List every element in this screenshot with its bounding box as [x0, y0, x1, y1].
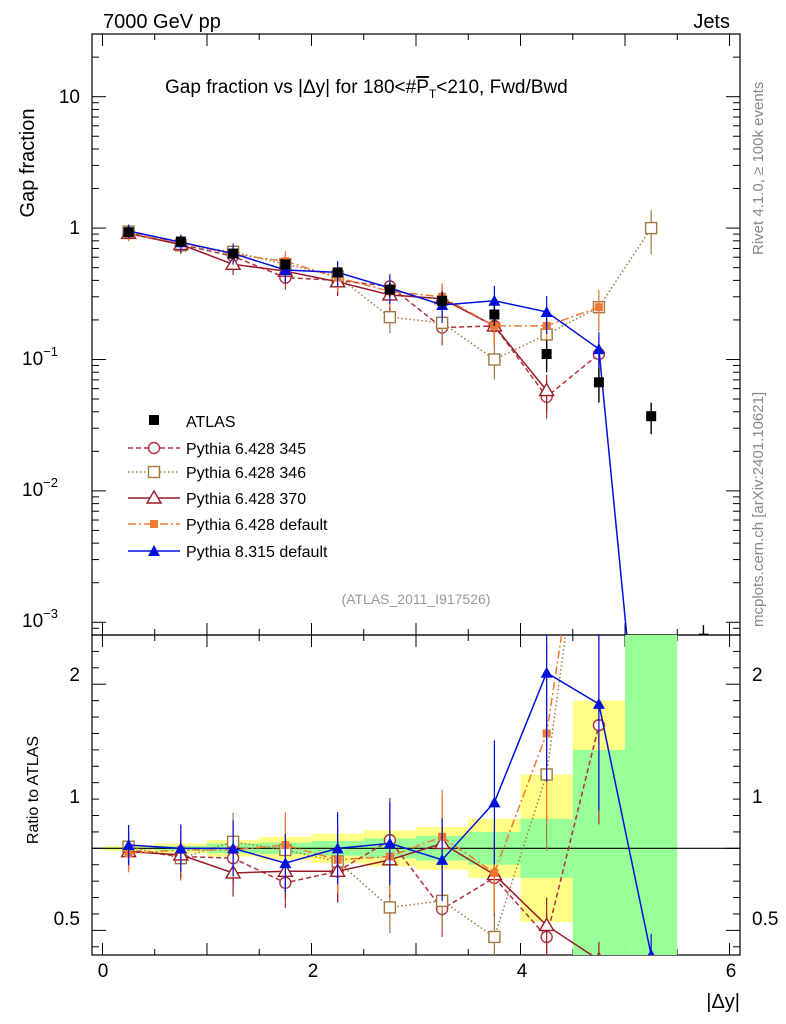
ytick-label-1: 1 — [69, 218, 80, 239]
legend-label-p370: Pythia 6.428 370 — [186, 491, 306, 508]
atlas-point — [332, 267, 343, 278]
legend-label-p346: Pythia 6.428 346 — [186, 465, 306, 482]
series-4-point — [279, 263, 292, 275]
x-axis-label: |Δy| — [706, 991, 740, 1013]
legend-marker-p370 — [145, 489, 163, 504]
xtick-label-6: 6 — [726, 961, 737, 982]
legend-marker-p345 — [147, 441, 161, 455]
series-3-point — [594, 303, 603, 312]
atlas-point — [228, 248, 239, 259]
atlas-point — [280, 259, 291, 270]
xtick-label-4: 4 — [517, 961, 528, 982]
ratio-uncertainty-band — [92, 635, 740, 955]
main-plot-marks — [120, 210, 709, 635]
legend-label-p8def: Pythia 8.315 default — [186, 544, 328, 561]
band-green — [625, 635, 678, 955]
plot-title: Gap fraction vs |Δy| for 180<#PT<210, Fw… — [165, 77, 568, 101]
atlas-point — [175, 236, 186, 247]
atlas-point — [384, 284, 395, 295]
series-4-ratio-point — [647, 949, 655, 955]
energy-label: 7000 GeV pp — [103, 11, 221, 33]
series-4-point — [540, 305, 553, 317]
legend-label-p345: Pythia 6.428 345 — [186, 441, 306, 458]
mcplots-citation-label: mcplots.cern.ch [arXiv:2401.10621] — [750, 392, 767, 627]
series-4-ratio-point — [174, 842, 187, 854]
series-4-ratio-point — [383, 837, 396, 849]
series-3-ratio-point — [490, 868, 499, 877]
series-4-ratio-point — [227, 842, 240, 854]
axis-ticks — [92, 33, 740, 955]
legend: ATLAS Pythia 6.428 345 Pythia 6.428 346 … — [128, 414, 328, 561]
series-0-line — [128, 232, 600, 398]
series-2-line — [128, 232, 548, 392]
series-2-ratio-line — [128, 842, 593, 955]
series-4-ratio-point — [279, 857, 292, 869]
atlas-point — [593, 377, 604, 388]
series-4-point — [592, 343, 605, 355]
ratio-plot-marks — [120, 635, 655, 955]
series-4-ratio-point — [592, 697, 605, 709]
ytick-label-10: 10 — [59, 87, 80, 108]
analysis-tag: (ATLAS_2011_I917526) — [342, 591, 491, 607]
xtick-label-0: 0 — [98, 961, 109, 982]
series-3-line — [128, 233, 600, 327]
legend-label-atlas: ATLAS — [186, 414, 236, 431]
legend-label-p6def: Pythia 6.428 default — [186, 517, 328, 534]
series-1-point — [644, 221, 658, 235]
series-2-point — [538, 382, 555, 397]
legend-marker-atlas — [149, 415, 159, 425]
atlas-point — [123, 227, 134, 238]
process-label: Jets — [693, 11, 730, 33]
ratio-tick-label-right-2: 2 — [752, 665, 763, 686]
ytick-label-0.001: 10−3 — [22, 606, 58, 632]
ratio-axis-label: Ratio to ATLAS — [25, 736, 42, 844]
atlas-point — [646, 411, 657, 422]
rivet-version-label: Rivet 4.1.0, ≥ 100k events — [750, 82, 767, 255]
atlas-point — [437, 295, 448, 306]
ratio-tick-label-right-1: 1 — [752, 787, 763, 808]
series-4-ratio-point — [122, 839, 135, 851]
series-4-ratio-point — [540, 666, 553, 678]
series-4-ratio-point — [488, 796, 501, 808]
ratio-tick-label-right-0.5: 0.5 — [752, 909, 778, 930]
series-2-ratio-point — [538, 917, 555, 932]
atlas-point — [489, 309, 500, 320]
y-axis-label: Gap fraction — [17, 109, 39, 218]
atlas-point — [698, 633, 709, 635]
xtick-label-2: 2 — [308, 961, 319, 982]
ratio-tick-label-0.5: 0.5 — [54, 909, 80, 930]
ytick-label-0.1: 10−1 — [22, 344, 58, 370]
ratio-tick-label-2: 2 — [69, 665, 80, 686]
ytick-label-0.01: 10−2 — [22, 475, 58, 501]
ratio-tick-label-1: 1 — [69, 787, 80, 808]
series-1-ratio-point — [488, 930, 501, 944]
legend-marker-p6def — [150, 520, 158, 528]
series-4-ratio-point — [331, 842, 344, 854]
legend-marker-p8def — [148, 545, 160, 556]
series-1-point — [488, 353, 501, 366]
series-2-ratio-point — [596, 951, 601, 955]
series-4-ratio-point — [436, 853, 449, 865]
atlas-point — [541, 349, 552, 360]
legend-marker-p346 — [147, 465, 161, 479]
series-1-ratio-point — [383, 901, 397, 914]
series-1-point — [383, 310, 397, 324]
series-4-point — [488, 294, 501, 306]
